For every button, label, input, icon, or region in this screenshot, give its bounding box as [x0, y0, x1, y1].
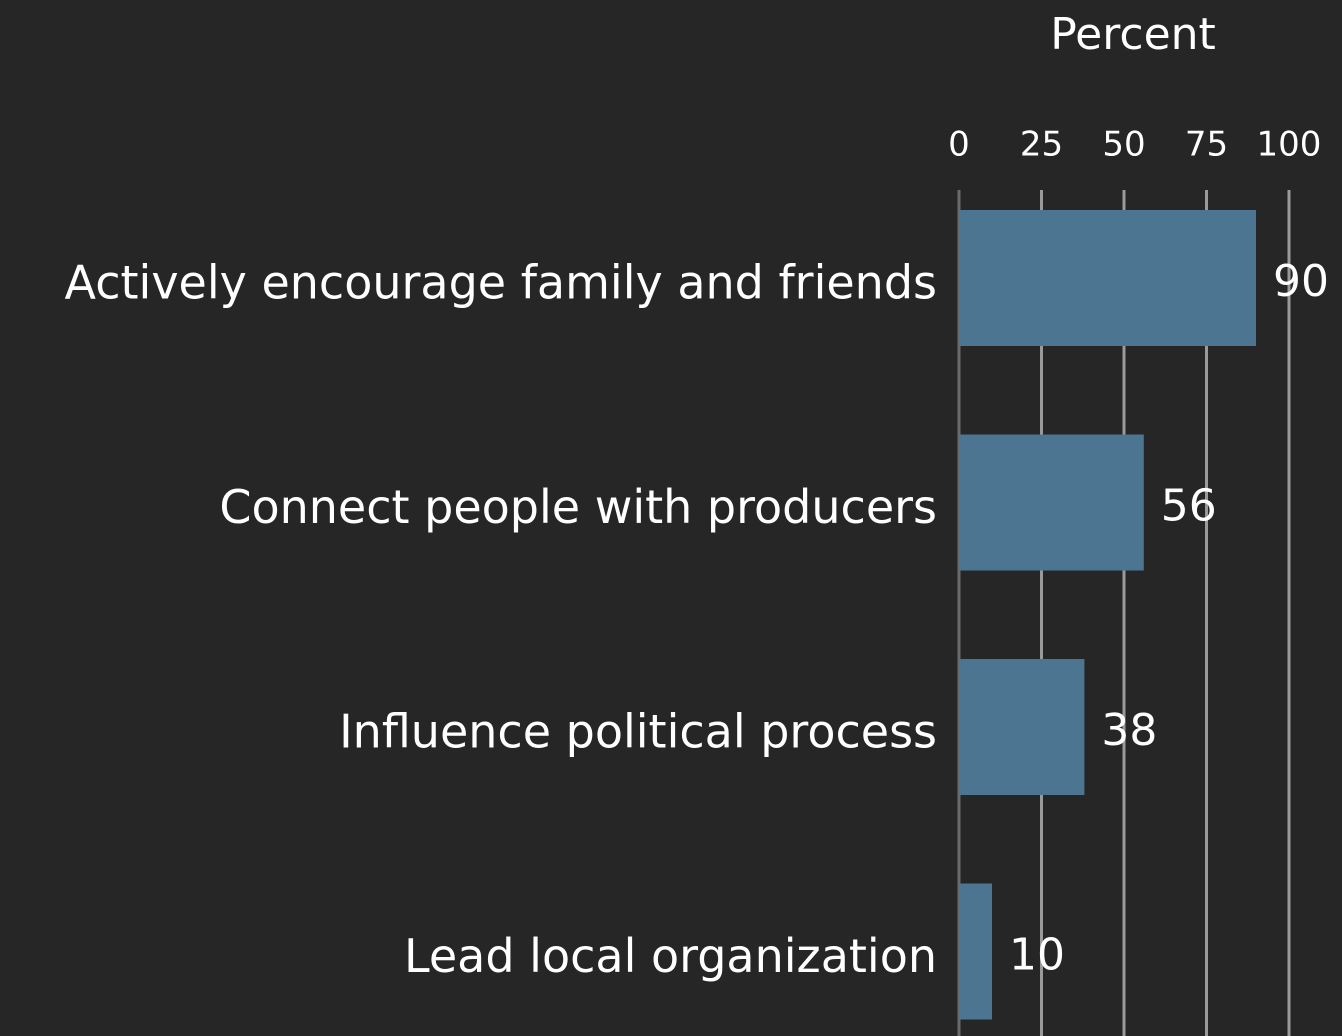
y-tick-label: Connect people with producers [219, 480, 937, 534]
bar [959, 210, 1256, 346]
bar [959, 659, 1085, 795]
x-tick-label: 0 [948, 125, 970, 165]
y-tick-label: Influence political process [339, 705, 937, 759]
bar [959, 883, 992, 1020]
x-tick-label: 75 [1185, 125, 1228, 165]
x-tick-label: 25 [1020, 125, 1063, 165]
y-tick-label: Lead local organization [404, 929, 937, 983]
value-label: 90 [1273, 256, 1329, 307]
y-tick-label: Actively encourage family and friends [65, 256, 937, 310]
value-label: 56 [1161, 481, 1217, 532]
value-label: 10 [1009, 930, 1065, 981]
x-tick-label: 50 [1102, 125, 1145, 165]
x-tick-label: 100 [1257, 125, 1322, 165]
bar [959, 434, 1144, 571]
value-label: 38 [1101, 705, 1157, 756]
x-axis-title: Percent [1050, 9, 1216, 60]
